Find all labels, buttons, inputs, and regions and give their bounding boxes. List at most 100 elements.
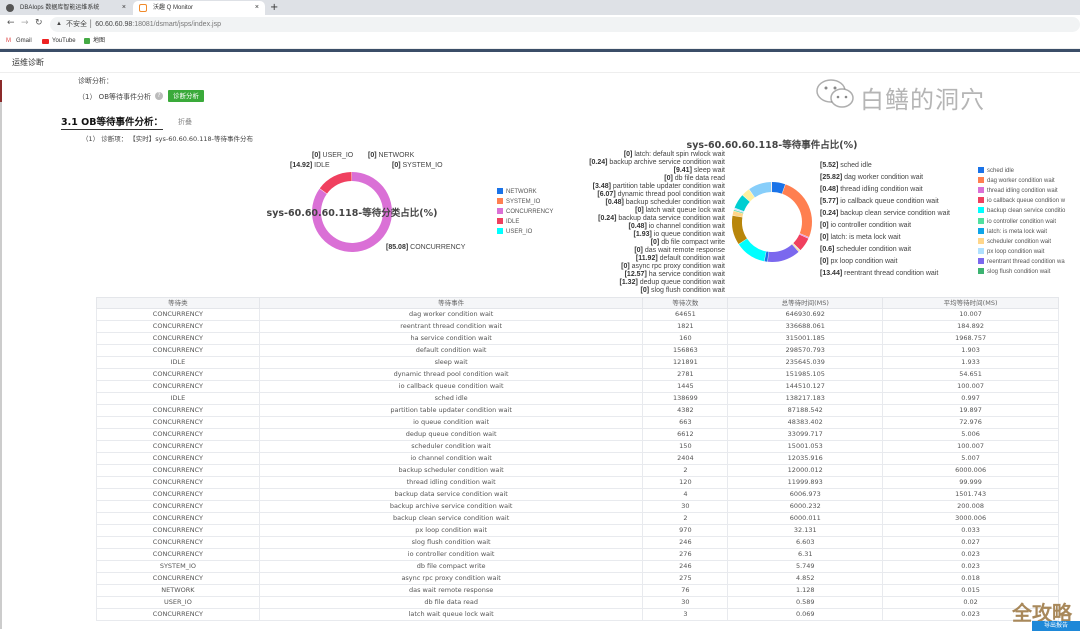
legend-item[interactable]: io controller condition wait: [978, 218, 1056, 226]
table-cell: 19.897: [883, 405, 1059, 417]
table-cell: CONCURRENCY: [97, 345, 260, 357]
table-cell: 99.999: [883, 477, 1059, 489]
legend-item[interactable]: IDLE: [497, 218, 519, 226]
table-cell: das wait remote response: [259, 585, 643, 597]
table-cell: CONCURRENCY: [97, 549, 260, 561]
table-cell: 160: [643, 333, 728, 345]
table-cell: 11999.893: [728, 477, 883, 489]
table-cell: CONCURRENCY: [97, 309, 260, 321]
table-cell: CONCURRENCY: [97, 489, 260, 501]
legend-swatch: [497, 188, 503, 194]
donut-slice[interactable]: [320, 172, 352, 194]
table-cell: USER_IO: [97, 597, 260, 609]
table-cell: IDLE: [97, 393, 260, 405]
chart-title: sys-60.60.60.118-等待事件占比(%): [687, 137, 858, 151]
donut-slice[interactable]: [768, 244, 799, 262]
legend-item[interactable]: SYSTEM_IO: [497, 198, 540, 206]
table-cell: 120: [643, 477, 728, 489]
legend-item[interactable]: slog flush condition wait: [978, 268, 1050, 276]
legend-item[interactable]: NETWORK: [497, 188, 537, 196]
legend-item[interactable]: sched idle: [978, 167, 1014, 175]
legend-item[interactable]: px loop condition wait: [978, 248, 1044, 256]
table-cell: io queue condition wait: [259, 417, 643, 429]
table-cell: 33099.717: [728, 429, 883, 441]
legend-item[interactable]: thread idling condition wait: [978, 187, 1058, 195]
table-cell: backup data service condition wait: [259, 489, 643, 501]
table-cell: 100.007: [883, 381, 1059, 393]
table-cell: 0.015: [883, 585, 1059, 597]
table-cell: CONCURRENCY: [97, 321, 260, 333]
slice-label: [0] async rpc proxy condition wait: [621, 263, 725, 271]
table-cell: sleep wait: [259, 357, 643, 369]
slice-label: [5.52] sched idle: [820, 162, 872, 170]
table-cell: 10.007: [883, 309, 1059, 321]
slice-label: [0.24] backup archive service condition …: [589, 159, 725, 167]
table-cell: CONCURRENCY: [97, 465, 260, 477]
table-cell: 3: [643, 609, 728, 621]
legend-item[interactable]: scheduler condition wait: [978, 238, 1051, 246]
table-cell: 121891: [643, 357, 728, 369]
table-cell: 138217.183: [728, 393, 883, 405]
wechat-icon: [815, 78, 857, 110]
slice-label: [0.48] io channel condition wait: [628, 223, 725, 231]
table-cell: CONCURRENCY: [97, 537, 260, 549]
table-cell: 54.651: [883, 369, 1059, 381]
legend-item[interactable]: io callback queue condition w: [978, 197, 1065, 205]
table-cell: latch wait queue lock wait: [259, 609, 643, 621]
table-cell: 3000.006: [883, 513, 1059, 525]
column-header: 总等待时间(MS): [728, 298, 883, 309]
table-cell: CONCURRENCY: [97, 369, 260, 381]
legend-item[interactable]: dag worker condition wait: [978, 177, 1055, 185]
table-cell: async rpc proxy condition wait: [259, 573, 643, 585]
legend-item[interactable]: backup clean service conditio: [978, 207, 1065, 215]
table-cell: backup clean service condition wait: [259, 513, 643, 525]
slice-label: [0] NETWORK: [368, 152, 414, 160]
legend-swatch: [978, 248, 984, 254]
table-cell: CONCURRENCY: [97, 429, 260, 441]
slice-label: [0] das wait remote response: [634, 247, 725, 255]
table-cell: 246: [643, 561, 728, 573]
legend-swatch: [978, 187, 984, 193]
slice-label: [12.57] ha service condition wait: [625, 271, 725, 279]
table-cell: 12035.916: [728, 453, 883, 465]
slice-label: [0] latch wait queue lock wait: [635, 207, 725, 215]
donut-slice[interactable]: [739, 239, 766, 261]
slice-label: [14.92] IDLE: [290, 162, 330, 170]
table-cell: 100.007: [883, 441, 1059, 453]
table-cell: 151985.105: [728, 369, 883, 381]
table-cell: 663: [643, 417, 728, 429]
export-report-button[interactable]: 导出报告: [1032, 621, 1080, 631]
legend-item[interactable]: reentrant thread condition wa: [978, 258, 1065, 266]
table-cell: 184.892: [883, 321, 1059, 333]
legend-item[interactable]: USER_IO: [497, 228, 532, 236]
table-cell: backup archive service condition wait: [259, 501, 643, 513]
slice-label: [0.48] backup scheduler condition wait: [606, 199, 725, 207]
table-cell: IDLE: [97, 357, 260, 369]
table-cell: 4.852: [728, 573, 883, 585]
table-cell: 150: [643, 441, 728, 453]
slice-label: [0.24] backup clean service condition wa…: [820, 210, 950, 218]
table-cell: CONCURRENCY: [97, 381, 260, 393]
legend-swatch: [978, 207, 984, 213]
table-cell: CONCURRENCY: [97, 453, 260, 465]
donut-slice[interactable]: [732, 216, 747, 244]
legend-item[interactable]: latch: is meta lock wait: [978, 228, 1047, 236]
slice-label: [0] USER_IO: [312, 152, 353, 160]
table-cell: 2: [643, 513, 728, 525]
slice-label: [13.44] reentrant thread condition wait: [820, 270, 938, 278]
donut-slice[interactable]: [782, 184, 812, 237]
legend-item[interactable]: CONCURRENCY: [497, 208, 553, 216]
